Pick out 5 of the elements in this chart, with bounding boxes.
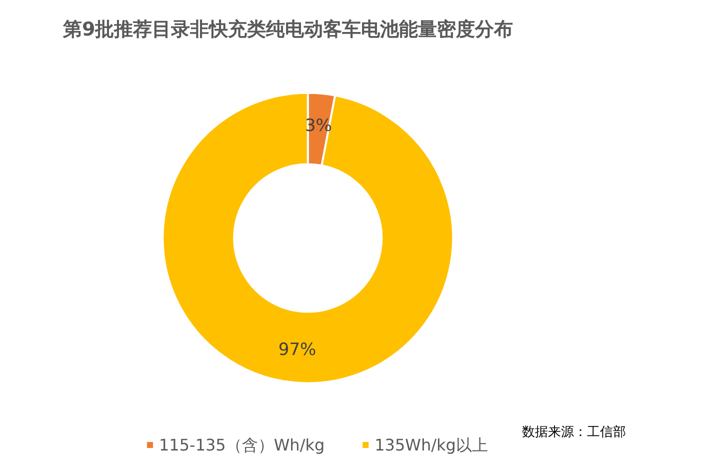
data-label: 97% [278,340,316,360]
legend-label: 115-135（含）Wh/kg [159,436,325,454]
legend-label: 135Wh/kg以上 [374,436,488,454]
chart-title: 第9批推荐目录非快充类纯电动客车电池能量密度分布 [62,18,514,40]
source-note: 数据来源：工信部 [522,425,626,440]
